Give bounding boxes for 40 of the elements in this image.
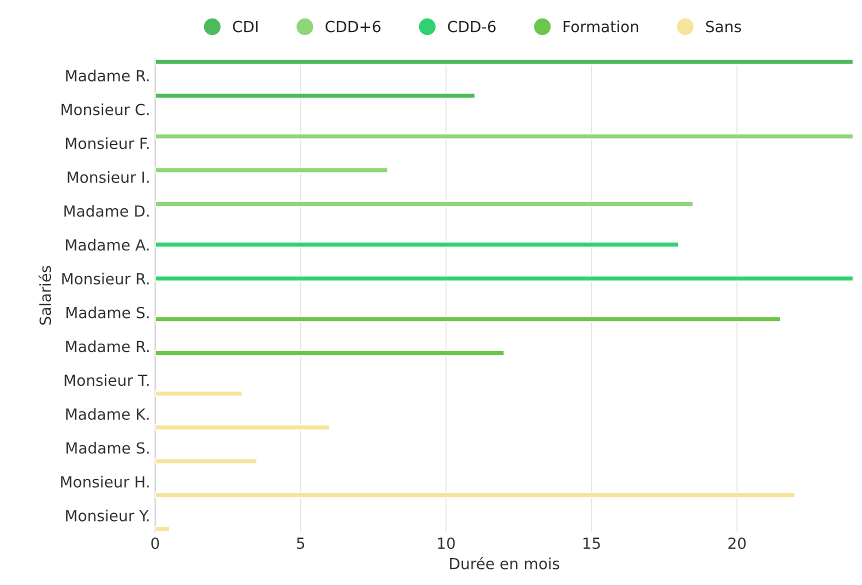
- bar: [155, 166, 389, 174]
- legend-label: CDI: [232, 20, 258, 32]
- legend-label: Sans: [706, 20, 742, 32]
- bar: [155, 492, 796, 499]
- y-tick-label: Madame A.: [66, 238, 149, 251]
- y-tick-label: Monsieur F.: [66, 137, 149, 150]
- y-tick-label: Monsieur T.: [64, 374, 149, 386]
- bar: [155, 350, 505, 356]
- y-tick-label: Monsieur I.: [68, 171, 149, 183]
- bar: [155, 92, 476, 100]
- bar: [155, 132, 854, 140]
- x-tick-label: 5: [296, 538, 304, 550]
- bar: [155, 200, 694, 208]
- x-axis-title: Durée en mois: [450, 556, 560, 570]
- y-tick-label: Monsieur H.: [61, 476, 149, 488]
- x-tick-label: 20: [728, 537, 746, 550]
- x-tick-label: 0: [151, 537, 160, 550]
- y-axis-title: Salariés: [38, 266, 52, 325]
- y-tick-label: Monsieur R.: [62, 272, 149, 285]
- bar: [155, 58, 854, 66]
- bar: [155, 458, 258, 465]
- legend-label: CDD-6: [448, 20, 496, 32]
- bar: [155, 424, 330, 431]
- y-tick-label: Monsieur C.: [62, 103, 149, 116]
- bar: [155, 390, 244, 397]
- y-tick-label: Madame S.: [66, 442, 149, 454]
- x-tick-label: 10: [438, 537, 455, 550]
- y-tick-label: Madame R.: [66, 340, 149, 352]
- y-tick-label: Madame D.: [64, 205, 149, 217]
- bar: [155, 526, 170, 532]
- y-tick-label: Madame S.: [66, 306, 149, 318]
- y-tick-label: Monsieur Y.: [66, 510, 149, 522]
- y-tick-label: Madame R.: [66, 70, 149, 82]
- x-tick-label: 15: [584, 538, 600, 550]
- legend-label: Formation: [564, 20, 638, 32]
- y-tick-label: Madame K.: [66, 408, 149, 420]
- bar: [155, 241, 680, 248]
- legend-label: CDD+6: [326, 20, 380, 32]
- bar: [155, 316, 782, 323]
- bar: [155, 275, 854, 282]
